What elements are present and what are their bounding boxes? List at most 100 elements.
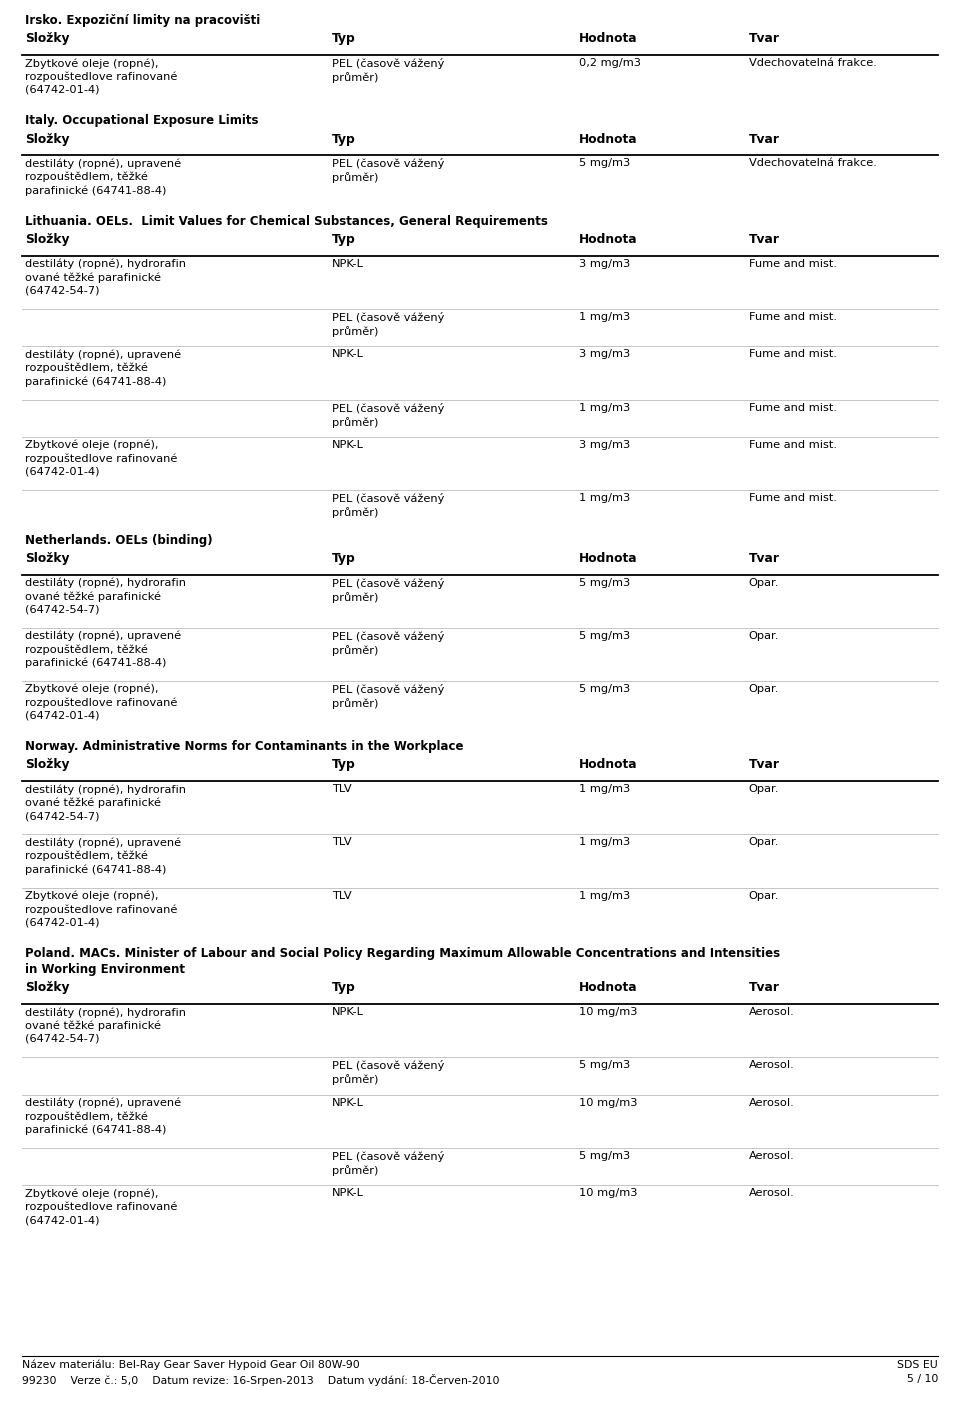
Text: Typ: Typ — [332, 981, 355, 995]
Text: Složky: Složky — [25, 981, 69, 995]
Text: Hodnota: Hodnota — [579, 759, 637, 772]
Text: Fume and mist.: Fume and mist. — [749, 312, 837, 322]
Text: NPK-L: NPK-L — [332, 258, 364, 268]
Text: PEL (časově vážený
průměr): PEL (časově vážený průměr) — [332, 402, 444, 428]
Text: Netherlands. OELs (binding): Netherlands. OELs (binding) — [25, 533, 212, 546]
Text: Hodnota: Hodnota — [579, 32, 637, 45]
Text: 1 mg/m3: 1 mg/m3 — [579, 402, 631, 412]
Text: Typ: Typ — [332, 552, 355, 564]
Text: Zbytkové oleje (ropné),
rozpouštedlove rafinované
(64742-01-4): Zbytkové oleje (ropné), rozpouštedlove r… — [25, 684, 178, 721]
Text: Typ: Typ — [332, 759, 355, 772]
Text: Zbytkové oleje (ropné),
rozpouštedlove rafinované
(64742-01-4): Zbytkové oleje (ropné), rozpouštedlove r… — [25, 890, 178, 927]
Text: Italy. Occupational Exposure Limits: Italy. Occupational Exposure Limits — [25, 114, 258, 127]
Text: destiláty (ropné), upravené
rozpouštědlem, těžké
parafinické (64741-88-4): destiláty (ropné), upravené rozpouštědle… — [25, 1098, 181, 1136]
Text: Hodnota: Hodnota — [579, 233, 637, 246]
Text: PEL (časově vážený
průměr): PEL (časově vážený průměr) — [332, 1151, 444, 1175]
Text: Fume and mist.: Fume and mist. — [749, 350, 837, 360]
Text: 3 mg/m3: 3 mg/m3 — [579, 350, 631, 360]
Text: 1 mg/m3: 1 mg/m3 — [579, 838, 631, 848]
Text: Opar.: Opar. — [749, 577, 779, 588]
Text: Aerosol.: Aerosol. — [749, 1007, 794, 1017]
Text: PEL (časově vážený
průměr): PEL (časově vážený průměr) — [332, 492, 444, 518]
Text: SDS EU: SDS EU — [898, 1360, 938, 1370]
Text: Typ: Typ — [332, 233, 355, 246]
Text: destiláty (ropné), upravené
rozpouštědlem, těžké
parafinické (64741-88-4): destiláty (ropné), upravené rozpouštědle… — [25, 631, 181, 669]
Text: Fume and mist.: Fume and mist. — [749, 492, 837, 504]
Text: 3 mg/m3: 3 mg/m3 — [579, 258, 631, 268]
Text: 1 mg/m3: 1 mg/m3 — [579, 890, 631, 900]
Text: 1 mg/m3: 1 mg/m3 — [579, 492, 631, 504]
Text: Typ: Typ — [332, 133, 355, 145]
Text: destiláty (ropné), upravené
rozpouštědlem, těžké
parafinické (64741-88-4): destiláty (ropné), upravené rozpouštědle… — [25, 838, 181, 875]
Text: Zbytkové oleje (ropné),
rozpouštedlove rafinované
(64742-01-4): Zbytkové oleje (ropné), rozpouštedlove r… — [25, 440, 178, 477]
Text: Vdechovatelná frakce.: Vdechovatelná frakce. — [749, 58, 876, 68]
Text: Tvar: Tvar — [749, 981, 780, 995]
Text: Tvar: Tvar — [749, 233, 780, 246]
Text: Opar.: Opar. — [749, 684, 779, 694]
Text: 10 mg/m3: 10 mg/m3 — [579, 1188, 637, 1198]
Text: Tvar: Tvar — [749, 759, 780, 772]
Text: NPK-L: NPK-L — [332, 350, 364, 360]
Text: Fume and mist.: Fume and mist. — [749, 440, 837, 450]
Text: PEL (časově vážený
průměr): PEL (časově vážený průměr) — [332, 158, 444, 183]
Text: destiláty (ropné), hydrorafin
ované těžké parafinické
(64742-54-7): destiláty (ropné), hydrorafin ované těžk… — [25, 258, 186, 295]
Text: 0,2 mg/m3: 0,2 mg/m3 — [579, 58, 641, 68]
Text: 10 mg/m3: 10 mg/m3 — [579, 1007, 637, 1017]
Text: TLV: TLV — [332, 838, 351, 848]
Text: NPK-L: NPK-L — [332, 1188, 364, 1198]
Text: Opar.: Opar. — [749, 890, 779, 900]
Text: Tvar: Tvar — [749, 133, 780, 145]
Text: Aerosol.: Aerosol. — [749, 1188, 794, 1198]
Text: 5 / 10: 5 / 10 — [906, 1374, 938, 1384]
Text: 5 mg/m3: 5 mg/m3 — [579, 577, 631, 588]
Text: Lithuania. OELs.  Limit Values for Chemical Substances, General Requirements: Lithuania. OELs. Limit Values for Chemic… — [25, 214, 548, 227]
Text: 3 mg/m3: 3 mg/m3 — [579, 440, 631, 450]
Text: NPK-L: NPK-L — [332, 1007, 364, 1017]
Text: destiláty (ropné), upravené
rozpouštědlem, těžké
parafinické (64741-88-4): destiláty (ropné), upravené rozpouštědle… — [25, 350, 181, 387]
Text: Opar.: Opar. — [749, 838, 779, 848]
Text: destiláty (ropné), hydrorafin
ované těžké parafinické
(64742-54-7): destiláty (ropné), hydrorafin ované těžk… — [25, 785, 186, 821]
Text: Složky: Složky — [25, 552, 69, 564]
Text: destiláty (ropné), upravené
rozpouštědlem, těžké
parafinické (64741-88-4): destiláty (ropné), upravené rozpouštědle… — [25, 158, 181, 196]
Text: Tvar: Tvar — [749, 32, 780, 45]
Text: Hodnota: Hodnota — [579, 552, 637, 564]
Text: 5 mg/m3: 5 mg/m3 — [579, 684, 631, 694]
Text: Poland. MACs. Minister of Labour and Social Policy Regarding Maximum Allowable C: Poland. MACs. Minister of Labour and Soc… — [25, 947, 780, 976]
Text: PEL (časově vážený
průměr): PEL (časově vážený průměr) — [332, 631, 444, 656]
Text: Tvar: Tvar — [749, 552, 780, 564]
Text: Vdechovatelná frakce.: Vdechovatelná frakce. — [749, 158, 876, 168]
Text: Norway. Administrative Norms for Contaminants in the Workplace: Norway. Administrative Norms for Contami… — [25, 741, 464, 753]
Text: Složky: Složky — [25, 32, 69, 45]
Text: Složky: Složky — [25, 233, 69, 246]
Text: Fume and mist.: Fume and mist. — [749, 258, 837, 268]
Text: Zbytkové oleje (ropné),
rozpouštedlove rafinované
(64742-01-4): Zbytkové oleje (ropné), rozpouštedlove r… — [25, 58, 178, 95]
Text: 5 mg/m3: 5 mg/m3 — [579, 1060, 631, 1071]
Text: Hodnota: Hodnota — [579, 133, 637, 145]
Text: 1 mg/m3: 1 mg/m3 — [579, 312, 631, 322]
Text: 1 mg/m3: 1 mg/m3 — [579, 785, 631, 794]
Text: TLV: TLV — [332, 890, 351, 900]
Text: Irsko. Expoziční limity na pracovišti: Irsko. Expoziční limity na pracovišti — [25, 14, 260, 27]
Text: PEL (časově vážený
průměr): PEL (časově vážený průměr) — [332, 312, 444, 337]
Text: Hodnota: Hodnota — [579, 981, 637, 995]
Text: TLV: TLV — [332, 785, 351, 794]
Text: Typ: Typ — [332, 32, 355, 45]
Text: PEL (časově vážený
průměr): PEL (časově vážený průměr) — [332, 577, 444, 602]
Text: Zbytkové oleje (ropné),
rozpouštedlove rafinované
(64742-01-4): Zbytkové oleje (ropné), rozpouštedlove r… — [25, 1188, 178, 1225]
Text: 5 mg/m3: 5 mg/m3 — [579, 1151, 631, 1161]
Text: NPK-L: NPK-L — [332, 440, 364, 450]
Text: 10 mg/m3: 10 mg/m3 — [579, 1098, 637, 1108]
Text: destiláty (ropné), hydrorafin
ované těžké parafinické
(64742-54-7): destiláty (ropné), hydrorafin ované těžk… — [25, 577, 186, 614]
Text: Aerosol.: Aerosol. — [749, 1151, 794, 1161]
Text: Složky: Složky — [25, 759, 69, 772]
Text: Složky: Složky — [25, 133, 69, 145]
Text: Aerosol.: Aerosol. — [749, 1098, 794, 1108]
Text: NPK-L: NPK-L — [332, 1098, 364, 1108]
Text: PEL (časově vážený
průměr): PEL (časově vážený průměr) — [332, 684, 444, 708]
Text: Fume and mist.: Fume and mist. — [749, 402, 837, 412]
Text: PEL (časově vážený
průměr): PEL (časově vážený průměr) — [332, 1060, 444, 1085]
Text: 99230    Verze č.: 5,0    Datum revize: 16-Srpen-2013    Datum vydání: 18-Červen: 99230 Verze č.: 5,0 Datum revize: 16-Srp… — [22, 1374, 499, 1386]
Text: destiláty (ropné), hydrorafin
ované těžké parafinické
(64742-54-7): destiláty (ropné), hydrorafin ované těžk… — [25, 1007, 186, 1044]
Text: 5 mg/m3: 5 mg/m3 — [579, 631, 631, 641]
Text: Aerosol.: Aerosol. — [749, 1060, 794, 1071]
